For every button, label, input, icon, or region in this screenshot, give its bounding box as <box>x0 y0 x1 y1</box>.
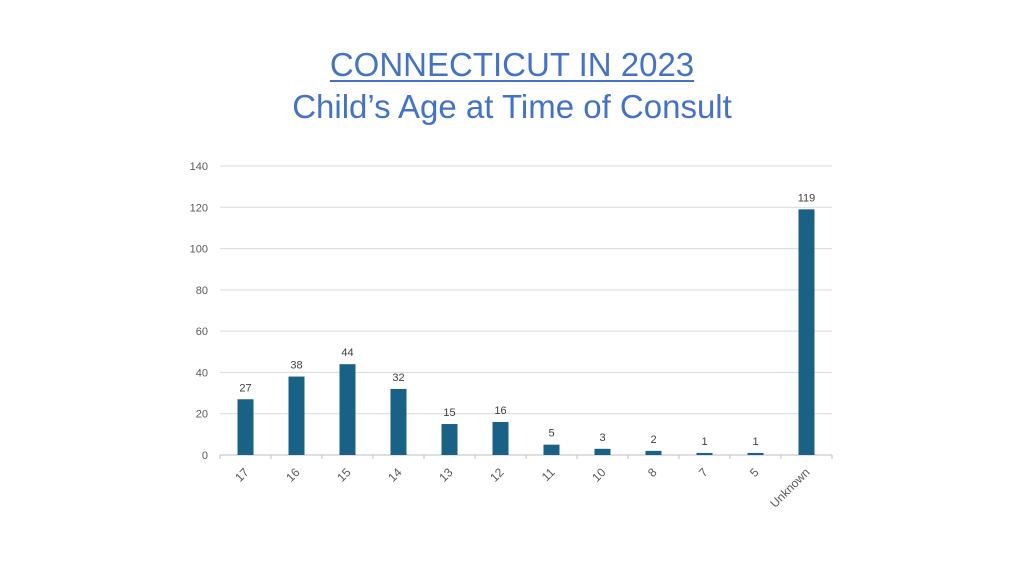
chart-title-line2: Child’s Age at Time of Consult <box>292 88 732 125</box>
data-label: 44 <box>341 347 353 359</box>
x-tick-label: 8 <box>645 465 660 480</box>
x-tick-label: 14 <box>385 465 405 485</box>
y-tick-label: 80 <box>196 285 208 297</box>
bars <box>237 209 815 455</box>
bar <box>390 388 407 455</box>
data-label: 1 <box>752 436 758 448</box>
data-label: 119 <box>798 192 816 204</box>
bar <box>288 376 305 455</box>
data-label: 3 <box>599 432 605 444</box>
data-label: 1 <box>701 436 707 448</box>
x-tick-label: 16 <box>283 465 303 485</box>
y-tick-label: 100 <box>190 244 208 256</box>
x-tick-label: 17 <box>232 465 252 485</box>
chart-title: CONNECTICUT IN 2023 Child’s Age at Time … <box>0 44 1024 128</box>
x-tick-label: 5 <box>747 465 762 480</box>
data-label: 15 <box>443 407 455 419</box>
x-tick-label: 11 <box>539 465 558 484</box>
data-label: 32 <box>392 372 404 384</box>
x-tick-label: 7 <box>696 465 711 480</box>
data-label: 5 <box>548 428 554 440</box>
x-axis-ticks: 17 16 15 14 13 12 11 10 8 7 5 Unknown <box>232 465 812 510</box>
chart-title-line1: CONNECTICUT IN 2023 <box>329 46 695 83</box>
bar <box>645 450 662 455</box>
y-tick-label: 40 <box>196 367 208 379</box>
bar <box>696 452 713 455</box>
y-tick-label: 60 <box>196 326 208 338</box>
bar <box>237 399 254 455</box>
bar <box>339 364 356 455</box>
x-tick-label: Unknown <box>767 465 812 510</box>
x-tick-label: 12 <box>487 465 507 485</box>
bar <box>543 444 560 455</box>
y-tick-label: 20 <box>196 409 208 421</box>
bar <box>594 448 611 455</box>
x-tick-label: 10 <box>589 465 609 485</box>
bar <box>747 452 764 455</box>
y-tick-label: 0 <box>202 450 208 462</box>
bar <box>492 421 509 455</box>
bar <box>441 424 458 455</box>
y-tick-label: 140 <box>190 161 208 173</box>
data-label: 2 <box>650 434 656 446</box>
data-label: 27 <box>239 382 251 394</box>
bar <box>798 209 815 455</box>
data-label: 38 <box>290 360 302 372</box>
x-tick-label: 13 <box>436 465 456 485</box>
x-tick-label: 15 <box>334 465 354 485</box>
data-label: 16 <box>494 405 506 417</box>
gridlines <box>219 165 833 459</box>
y-tick-label: 120 <box>190 202 208 214</box>
y-axis-ticks: 0 20 40 60 80 100 120 140 <box>190 161 208 462</box>
